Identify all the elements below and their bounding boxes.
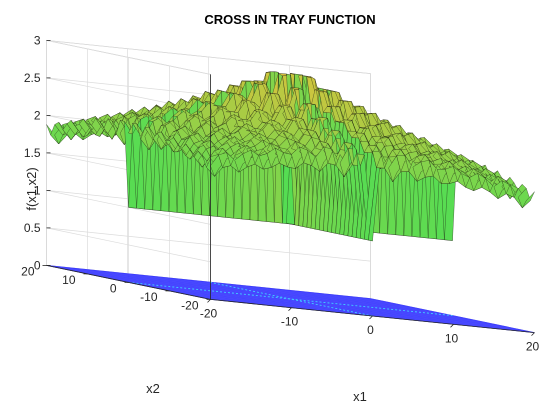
z-tick-label: 1 — [34, 183, 41, 197]
contour-line — [240, 285, 405, 320]
x-tick-label: 0 — [367, 323, 374, 337]
y-tick-label: -20 — [181, 298, 199, 312]
surface-mesh — [46, 71, 535, 242]
surface-face — [522, 191, 535, 209]
z-tick-label: 3 — [34, 33, 41, 47]
x-tick-mark — [369, 315, 373, 320]
contour-line — [273, 288, 438, 323]
contour-line — [54, 266, 379, 301]
z-tick-label: 0 — [34, 258, 41, 272]
z-tick-label: 0.5 — [24, 221, 41, 235]
contour-plane — [46, 265, 535, 333]
x-tick-mark — [531, 332, 535, 336]
z-axis-label: f(x1,x2) — [24, 167, 39, 210]
x-tick-label: 20 — [526, 340, 540, 354]
x-axis-label: x1 — [353, 389, 367, 404]
z-tick-label: 1.5 — [24, 146, 41, 160]
contour-line — [71, 270, 396, 304]
x-tick-label: 10 — [445, 331, 459, 345]
z-tick-label: 2.5 — [24, 71, 41, 85]
y-axis-ticks: -20 -10 0 10 20 — [21, 264, 211, 312]
y-axis-label: x2 — [146, 381, 160, 396]
contour-line — [224, 283, 389, 318]
y-tick-label: 20 — [21, 264, 35, 278]
x-tick-mark — [207, 299, 211, 303]
x-tick-label: -10 — [281, 315, 299, 329]
contour-line — [62, 268, 387, 303]
x-tick-mark — [288, 307, 292, 311]
chart-title: CROSS IN TRAY FUNCTION — [204, 12, 375, 27]
z-tick-label: 2 — [34, 108, 41, 122]
x-axis-ticks: -20 -10 0 10 20 — [200, 299, 540, 354]
y-tick-label: 0 — [110, 281, 117, 295]
y-tick-label: 10 — [62, 273, 76, 287]
contour-line — [128, 282, 453, 316]
z-axis-ticks: 0 0.5 1 1.5 2 2.5 3 — [24, 33, 51, 272]
y-tick-label: -10 — [140, 290, 158, 304]
x-tick-label: -20 — [200, 306, 218, 320]
contour-line — [257, 286, 422, 322]
x-tick-mark — [450, 324, 454, 328]
